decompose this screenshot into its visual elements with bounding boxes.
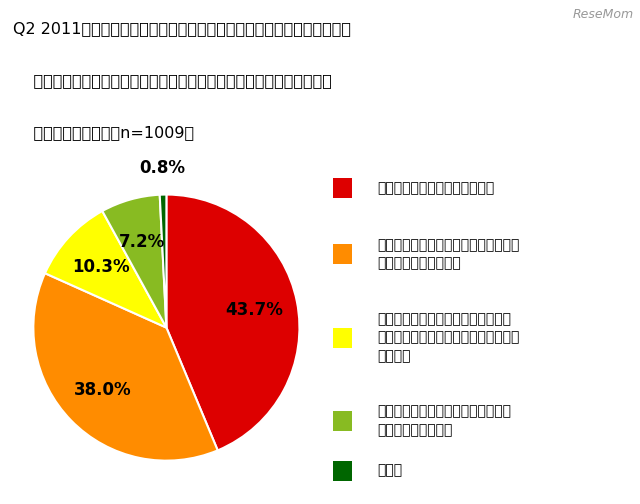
Text: 教科としての導入は、外国語活動必: 教科としての導入は、外国語活動必	[378, 312, 511, 326]
Text: 43.7%: 43.7%	[225, 301, 283, 319]
Text: 10.3%: 10.3%	[72, 258, 130, 276]
FancyBboxPatch shape	[333, 461, 352, 481]
Text: 修化の後、じっくり検証した上で決め: 修化の後、じっくり検証した上で決め	[378, 331, 520, 345]
FancyBboxPatch shape	[333, 178, 352, 198]
Text: 英語は教科として導入すべき。: 英語は教科として導入すべき。	[378, 181, 495, 195]
Wedge shape	[160, 195, 166, 328]
Text: 教科として導入するのでなければ、: 教科として導入するのでなければ、	[378, 405, 511, 419]
Text: やらない方がいい。: やらない方がいい。	[378, 423, 453, 437]
Text: るべき。: るべき。	[378, 349, 411, 363]
Wedge shape	[45, 211, 166, 328]
Wedge shape	[166, 195, 300, 451]
Text: 教科としてではなく、英語に慣れさせ: 教科としてではなく、英語に慣れさせ	[378, 238, 520, 253]
Text: 38.0%: 38.0%	[74, 381, 131, 399]
Text: 0.8%: 0.8%	[140, 159, 186, 177]
Wedge shape	[102, 195, 166, 328]
Wedge shape	[33, 273, 218, 461]
Text: ますが、英語は「教科」としての導入ではありません。これについて: ますが、英語は「教科」としての導入ではありません。これについて	[13, 73, 332, 88]
Text: る程度の授業が良い。: る程度の授業が良い。	[378, 257, 461, 271]
FancyBboxPatch shape	[333, 328, 352, 348]
FancyBboxPatch shape	[333, 244, 352, 265]
Text: 7.2%: 7.2%	[119, 233, 165, 251]
Text: その他: その他	[378, 464, 403, 478]
Text: どう思いますか。（n=1009）: どう思いますか。（n=1009）	[13, 125, 194, 140]
Text: Q2 2011年度から小学校で外国語活動（実質、英語活動）が必修化され: Q2 2011年度から小学校で外国語活動（実質、英語活動）が必修化され	[13, 22, 351, 36]
Text: ReseMom: ReseMom	[572, 8, 634, 21]
FancyBboxPatch shape	[333, 411, 352, 431]
